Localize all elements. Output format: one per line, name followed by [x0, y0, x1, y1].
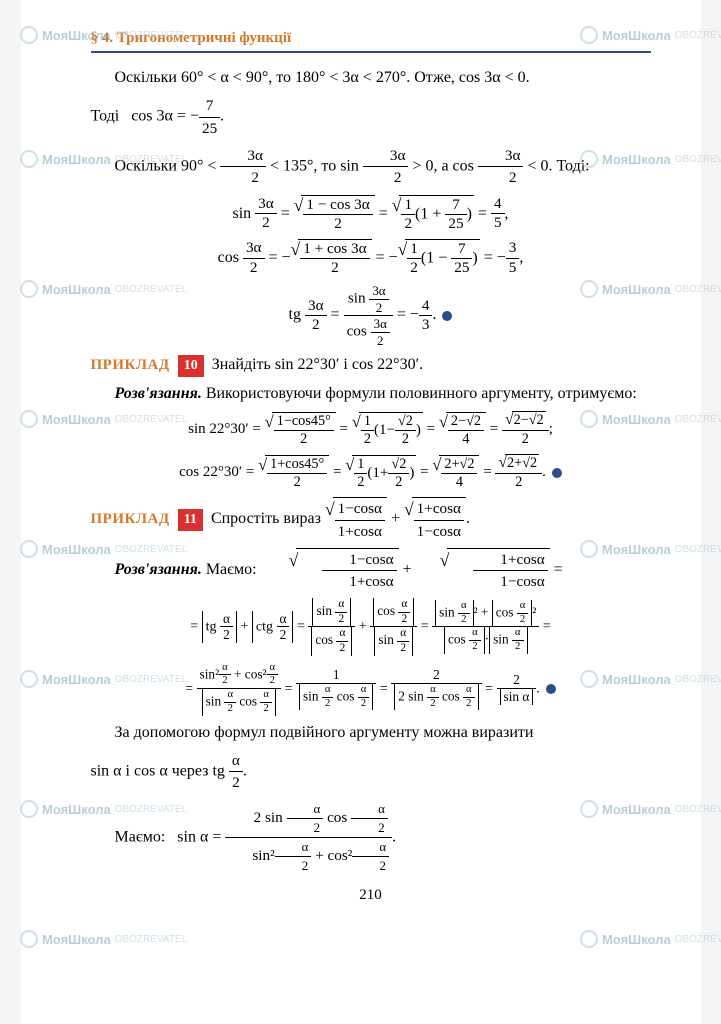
frac-3a2-1: 3α2: [220, 145, 266, 189]
math-block-3b: = sin²α2 + cos²α2sin α2 cos α2 = 1sin α2…: [91, 662, 651, 716]
section-header: § 4. Тригонометричні функції: [91, 30, 651, 53]
paragraph-2: Тоді cos 3α = −725.: [91, 95, 651, 139]
solution-10: Розв'язання. Використовуючи формули поло…: [91, 383, 651, 405]
frac-7-25: 725: [199, 95, 220, 139]
math-block-2b: cos 22°30′ = 1+cos45°2 = 12(1+√22) = 2+√…: [91, 454, 651, 491]
example-label: ПРИКЛАД: [91, 509, 170, 530]
p3c: > 0, а cos: [412, 157, 473, 174]
page-number: 210: [91, 887, 651, 904]
p3a: Оскільки 90° <: [115, 157, 217, 174]
example-label: ПРИКЛАД: [91, 355, 170, 376]
para2-prefix: Тоді: [91, 108, 120, 125]
para2-suffix: .: [220, 108, 224, 125]
paragraph-3: Оскільки 90° < 3α2 < 135°, то sin 3α2 > …: [91, 145, 651, 189]
example-10-line: ПРИКЛАД 10 Знайдіть sin 22°30′ і cos 22°…: [91, 354, 651, 377]
paragraph-4: За допомогою формул подвійного аргументу…: [91, 722, 651, 744]
section-title: Тригонометричні функції: [117, 30, 291, 46]
math-block-1b: cos 3α2 = −1 + cos 3α2 = −12(1 − 725) = …: [91, 239, 651, 277]
frac-a2: α2: [229, 750, 243, 794]
paragraph-1: Оскільки 60° < α < 90°, то 180° < 3α < 2…: [91, 67, 651, 89]
math-block-1: sin 3α2 = 1 − cos 3α2 = 12(1 + 725) = 45…: [91, 195, 651, 233]
paragraph-5: sin α і cos α через tg α2.: [91, 750, 651, 794]
end-dot-icon: [442, 311, 452, 321]
p5b: .: [243, 763, 247, 780]
solution-label: Розв'язання.: [115, 561, 202, 578]
para2-math: cos 3α = −: [131, 108, 199, 125]
math-block-2a: sin 22°30′ = 1−cos45°2 = 12(1−√22) = 2−√…: [91, 411, 651, 448]
p5a: sin α і cos α через tg: [91, 763, 225, 780]
page-container: § 4. Тригонометричні функції Оскільки 60…: [21, 0, 701, 1024]
solution-11: Розв'язання. Маємо: 1−cosα1+cosα + 1+cos…: [91, 548, 651, 593]
math-block-1c: tg 3α2 = sin 3α2cos 3α2 = −43.: [91, 283, 651, 348]
solution-10-text: Використовуючи формули половинного аргум…: [206, 385, 637, 402]
end-dot-icon: [552, 468, 562, 478]
p6-label: Маємо:: [115, 828, 166, 845]
example-number-badge: 10: [178, 355, 204, 377]
frac-3a2-2: 3α2: [363, 145, 409, 189]
p3b: < 135°, то sin: [270, 157, 359, 174]
example-number-badge: 11: [178, 509, 203, 531]
section-number: 4.: [102, 30, 113, 46]
solution-11-text: Маємо:: [206, 561, 257, 578]
math-block-3a: = tg α2 + ctg α2 = sin α2cos α2 + cos α2…: [91, 598, 651, 655]
example-11-text: Спростіть вираз: [211, 510, 321, 527]
end-dot-icon: [546, 684, 556, 694]
p3d: < 0. Тоді:: [527, 157, 589, 174]
section-prefix: §: [91, 30, 99, 46]
paragraph-6: Маємо: sin α = 2 sin α2 cos α2sin²α2 + c…: [91, 800, 651, 875]
solution-label: Розв'язання.: [115, 385, 202, 402]
example-11-line: ПРИКЛАД 11 Спростіть вираз 1−cosα1+cosα …: [91, 497, 651, 542]
example-10-text: Знайдіть sin 22°30′ і cos 22°30′.: [212, 356, 423, 373]
frac-3a2-3: 3α2: [478, 145, 524, 189]
